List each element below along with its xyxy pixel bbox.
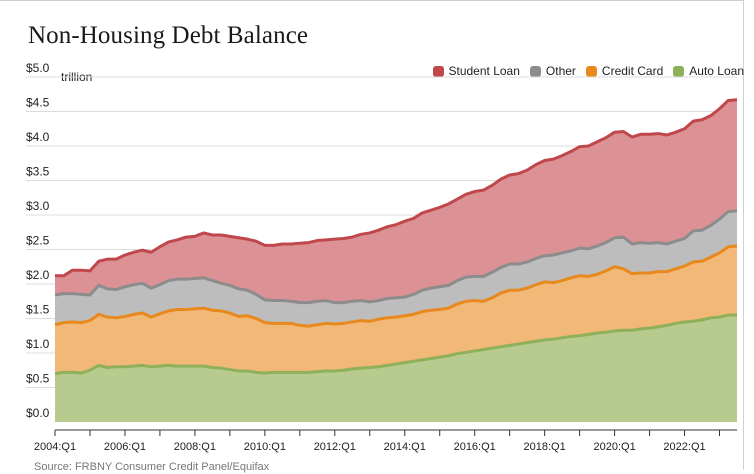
line-other: [54, 209, 738, 305]
y-axis-labels: $0.0 $0.5 $1.0 $1.5 $2.0 $2.5 $3.0 $3.5 $4.0 $4.5…: [26, 61, 50, 420]
line-auto-loan: [54, 313, 737, 376]
y-tick-label: $1.0: [26, 337, 50, 351]
y-tick-label: $3.0: [26, 199, 50, 213]
y-tick-label: $2.0: [26, 268, 50, 282]
y-tick-label: $3.5: [26, 165, 50, 179]
legend-swatch-other: [529, 65, 541, 77]
y-tick-label: $5.0: [26, 61, 50, 75]
area-auto-loan: [55, 315, 737, 422]
legend-item-auto-loan[interactable]: Auto Loan: [673, 64, 744, 78]
x-tick-label: 2004:Q1: [34, 441, 76, 453]
y-tick-label: $0.0: [26, 406, 50, 420]
y-tick-label: $4.5: [26, 96, 50, 110]
legend: Student Loan Other Credit Card Auto Loan: [432, 64, 744, 78]
area-student-loan: [55, 99, 737, 303]
legend-item-credit-card[interactable]: Credit Card: [585, 64, 664, 78]
area-layers: [55, 99, 737, 422]
x-tick-label: 2008:Q1: [174, 441, 216, 453]
x-tick-label: 2012:Q1: [314, 441, 356, 453]
x-tick-label: 2016:Q1: [454, 441, 496, 453]
x-tick-label: 2022:Q1: [663, 441, 705, 453]
x-tick-label: 2010:Q1: [244, 441, 286, 453]
legend-swatch-credit-card: [585, 65, 597, 77]
series-lines: [54, 98, 738, 376]
line-student-loan: [55, 98, 738, 278]
x-tick-label: 2006:Q1: [104, 441, 146, 453]
x-tick-label: 2020:Q1: [593, 441, 635, 453]
y-tick-label: $0.5: [26, 372, 50, 386]
area-credit-card: [55, 246, 737, 374]
legend-item-other[interactable]: Other: [529, 64, 576, 78]
legend-label-student-loan: Student Loan: [448, 64, 520, 78]
area-other: [55, 210, 737, 327]
legend-label-auto-loan: Auto Loan: [689, 64, 744, 78]
line-credit-card: [54, 244, 738, 328]
x-tick-label: 2014:Q1: [384, 441, 426, 453]
legend-label-other: Other: [545, 64, 576, 78]
y-tick-label: $1.5: [26, 303, 50, 317]
y-tick-label: $4.0: [26, 130, 50, 144]
y-tick-label: $2.5: [26, 234, 50, 248]
chart-frame: [0, 0, 744, 470]
legend-label-credit-card: Credit Card: [601, 64, 664, 78]
x-tick-label: 2018:Q1: [524, 441, 566, 453]
legend-swatch-student-loan: [432, 65, 444, 77]
chart-title: Non-Housing Debt Balance: [28, 22, 309, 49]
source-note: Source: FRBNY Consumer Credit Panel/Equi…: [34, 461, 270, 473]
legend-item-student-loan[interactable]: Student Loan: [432, 64, 520, 78]
x-axis: 2004:Q1 2006:Q1 2008:Q1 2010:Q1 2012:Q1 2014:…: [34, 429, 737, 453]
legend-swatch-auto-loan: [673, 65, 685, 77]
